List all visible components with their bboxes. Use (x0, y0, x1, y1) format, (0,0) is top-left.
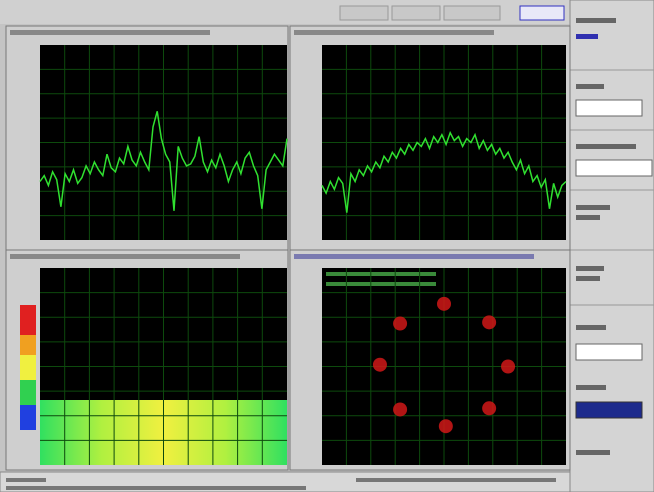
tab[interactable] (444, 6, 500, 20)
color-scale (20, 380, 36, 405)
analyzer-window (0, 0, 654, 492)
dropdown-selected[interactable] (576, 402, 642, 418)
symbol-cluster (501, 360, 515, 374)
symbol-cluster (482, 401, 496, 415)
sidebar-text (576, 450, 610, 455)
status-text (6, 486, 306, 490)
color-scale (20, 355, 36, 380)
sidebar-text (576, 84, 604, 89)
panel-header-text (10, 254, 240, 259)
input-box[interactable] (576, 160, 652, 176)
sidebar-text (576, 325, 606, 330)
panel-header-text (294, 254, 534, 259)
dropdown[interactable] (576, 344, 642, 360)
sidebar-text (576, 144, 636, 149)
sidebar-link[interactable] (576, 34, 598, 39)
symbol-cluster (393, 402, 407, 416)
sidebar-text (576, 205, 610, 210)
symbol-cluster (393, 317, 407, 331)
tab[interactable] (340, 6, 388, 20)
symbol-cluster (437, 297, 451, 311)
status-text (356, 478, 556, 482)
active-tab[interactable] (520, 6, 564, 20)
input-box[interactable] (576, 100, 642, 116)
tab[interactable] (392, 6, 440, 20)
symbol-cluster (482, 315, 496, 329)
sidebar-text (576, 385, 606, 390)
panel-header-text (10, 30, 210, 35)
sidebar-text (576, 266, 604, 271)
panel-header-text (294, 30, 494, 35)
symbol-cluster (439, 419, 453, 433)
status-text (6, 478, 46, 482)
sidebar-text (576, 276, 600, 281)
sidebar-text (576, 215, 600, 220)
color-scale (20, 305, 36, 335)
color-scale (20, 405, 36, 430)
sidebar-text (576, 18, 616, 23)
symbol-cluster (373, 358, 387, 372)
color-scale (20, 335, 36, 355)
